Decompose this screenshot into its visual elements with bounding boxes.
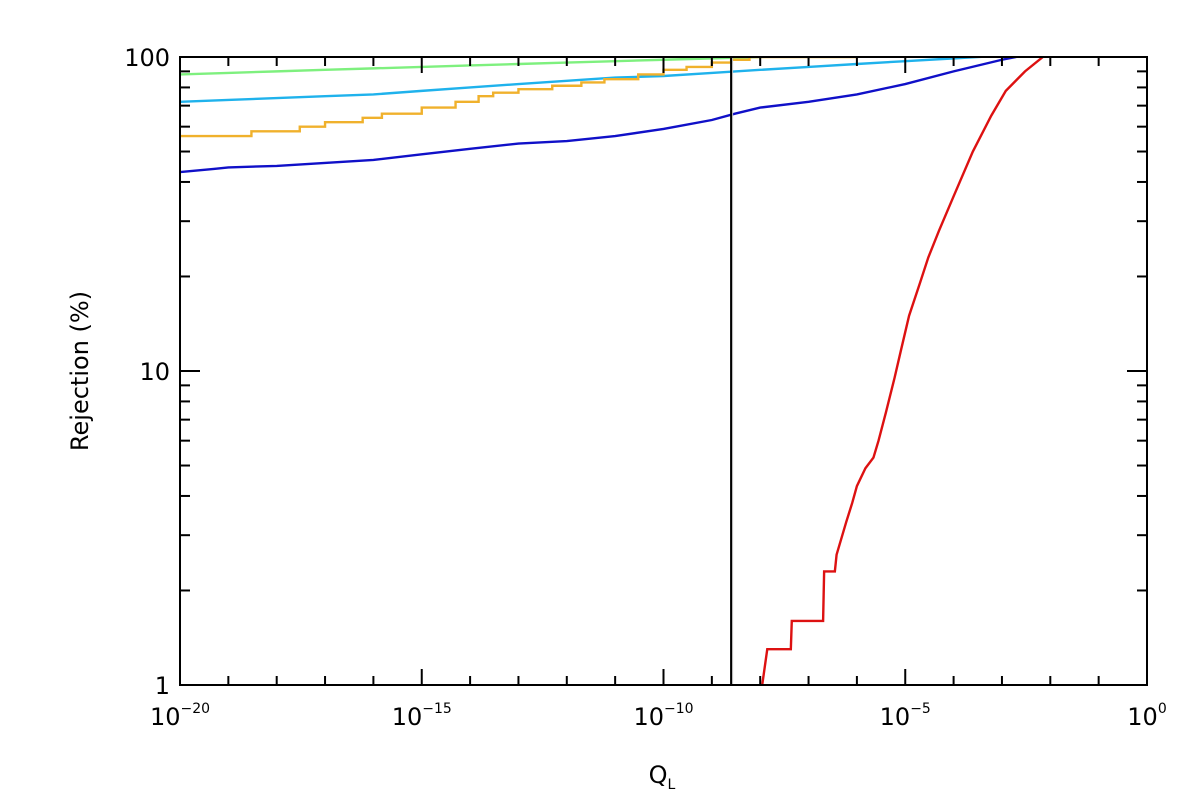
ticks-layer	[179, 56, 1148, 686]
x-tick-label: 10−10	[633, 701, 693, 731]
x-tick-label: 10−20	[150, 701, 210, 731]
series-line-4	[180, 57, 1022, 174]
x-tick-label: 10−15	[392, 701, 452, 731]
reference-line-layer	[730, 57, 734, 685]
y-tick-label: 100	[124, 44, 170, 72]
y-tick-label: 1	[155, 672, 170, 700]
y-tick-label: 10	[139, 358, 170, 386]
x-tick-label: 100	[1127, 701, 1166, 731]
series-layer	[180, 57, 1045, 685]
plot-frame	[179, 56, 1148, 686]
series-line-5	[761, 57, 1045, 685]
x-axis-label-subscript: L	[668, 777, 676, 793]
series-line-3	[180, 57, 859, 138]
y-axis-label: Rejection (%)	[66, 291, 94, 451]
x-tick-label: 10−5	[880, 701, 931, 731]
tick-labels-layer: 10−20 10−15 10−10 10−5 100 1 10 100	[124, 44, 1167, 731]
series-line-1	[180, 57, 803, 76]
x-axis-label: QL	[649, 761, 676, 793]
